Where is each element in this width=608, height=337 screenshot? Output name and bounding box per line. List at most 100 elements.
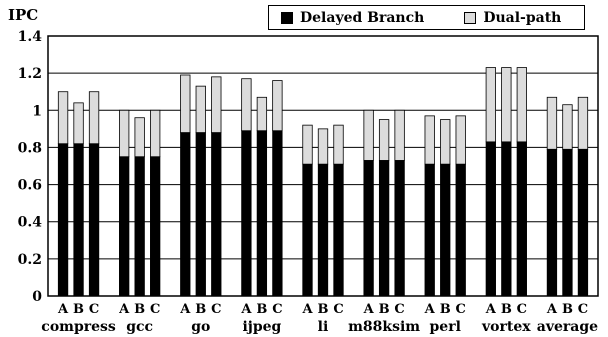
x-sub-tick-label: A [179,302,191,317]
bar-dual-path [440,119,451,165]
x-sub-tick-label: B [379,302,390,317]
bar-delayed-branch [150,156,161,297]
bar-dual-path [88,91,100,145]
legend-swatch-dual-path [464,11,477,24]
x-group-label: ijpeg [242,319,281,335]
bar-dual-path [211,76,222,133]
bar-dual-path [516,67,527,143]
bar-delayed-branch [195,132,206,297]
bar-delayed-branch [455,163,466,297]
x-group-label: perl [430,319,461,335]
bar-dual-path [577,96,589,150]
chart-legend: Delayed Branch Dual-path [268,5,585,30]
x-group-label: li [318,319,329,335]
x-sub-tick-label: B [501,302,512,317]
bar-dual-path [180,74,191,133]
bar-delayed-branch [333,163,344,297]
bar-dual-path [272,80,283,132]
bar-dual-path [57,91,69,145]
bar-dual-path [562,104,573,150]
y-tick-label: 0.4 [18,215,43,231]
bar-dual-path [241,78,252,132]
bar-delayed-branch [134,156,145,297]
bar-dual-path [73,102,84,145]
y-tick-label: 1 [32,103,42,119]
x-sub-tick-label: A [546,302,558,317]
y-axis-title: IPC [8,6,39,24]
bar-delayed-branch [272,130,283,297]
x-sub-tick-label: B [318,302,329,317]
y-tick-label: 0.6 [18,178,42,194]
x-sub-tick-label: B [440,302,451,317]
bar-delayed-branch [562,148,573,297]
bar-delayed-branch [302,163,313,297]
bar-dual-path [150,109,161,158]
x-sub-tick-label: B [562,302,573,317]
bar-dual-path [394,109,405,161]
bar-delayed-branch [546,148,558,297]
y-tick-label: 0 [32,289,42,305]
bar-delayed-branch [577,148,589,297]
x-sub-tick-label: C [517,302,527,317]
bar-dual-path [501,67,512,143]
x-sub-tick-label: A [57,302,69,317]
bar-delayed-branch [394,160,405,297]
bar-dual-path [119,109,130,158]
x-group-label: gcc [126,319,153,335]
bar-delayed-branch [440,163,451,297]
x-sub-tick-label: B [134,302,145,317]
legend-item-dual-path: Dual-path [452,10,561,26]
bar-dual-path [256,96,268,132]
x-sub-tick-label: B [73,302,84,317]
bar-delayed-branch [180,132,191,297]
x-sub-tick-label: A [118,302,130,317]
x-group-label: compress [41,319,116,335]
y-tick-label: 1.2 [18,66,42,82]
bar-dual-path [363,109,374,161]
bar-dual-path [134,117,145,158]
x-sub-tick-label: A [301,302,313,317]
bar-dual-path [424,115,435,165]
bar-delayed-branch [317,163,329,297]
y-tick-label: 0.8 [18,140,42,156]
bar-delayed-branch [57,143,69,297]
y-tick-label: 1.4 [18,29,43,45]
x-sub-tick-label: B [195,302,206,317]
x-sub-tick-label: A [240,302,252,317]
legend-label-dual-path: Dual-path [483,9,562,26]
x-group-label: average [537,319,598,335]
x-sub-tick-label: C [456,302,466,317]
bar-delayed-branch [378,160,390,297]
bar-delayed-branch [241,130,252,297]
bar-delayed-branch [119,156,130,297]
x-sub-tick-label: C [272,302,282,317]
x-sub-tick-label: A [424,302,436,317]
bar-dual-path [485,67,496,143]
legend-item-delayed-branch: Delayed Branch [269,10,424,26]
bar-delayed-branch [73,143,84,297]
x-group-label: vortex [481,319,531,335]
bar-dual-path [195,85,206,133]
x-sub-tick-label: C [89,302,99,317]
x-sub-tick-label: C [578,302,588,317]
bar-delayed-branch [363,160,374,297]
x-sub-tick-label: A [485,302,497,317]
x-group-label: m88ksim [348,319,420,335]
x-sub-tick-label: C [150,302,160,317]
bar-dual-path [317,128,329,165]
bar-delayed-branch [516,141,527,297]
x-sub-tick-label: C [211,302,221,317]
bar-delayed-branch [211,132,222,297]
bar-dual-path [455,115,466,165]
x-sub-tick-label: C [333,302,343,317]
x-group-label: go [191,319,210,335]
bar-delayed-branch [88,143,100,297]
x-sub-tick-label: B [256,302,267,317]
bar-dual-path [546,96,558,150]
bar-delayed-branch [256,130,268,297]
x-sub-tick-label: C [394,302,404,317]
bar-dual-path [378,119,390,161]
legend-label-delayed-branch: Delayed Branch [300,9,425,26]
bar-dual-path [333,124,344,165]
